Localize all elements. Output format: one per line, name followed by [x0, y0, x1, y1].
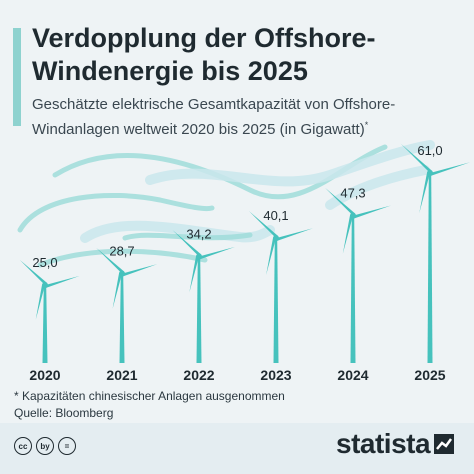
turbine-hub: [427, 170, 433, 176]
x-tick-label: 2021: [106, 367, 137, 383]
turbine-blade: [342, 214, 353, 254]
subtitle-footnote-mark: *: [364, 120, 369, 130]
turbine-blade: [35, 284, 45, 320]
turbine-hub: [119, 270, 125, 277]
value-label: 25,0: [32, 255, 57, 270]
turbine-blade: [122, 264, 158, 277]
wind-line: [122, 232, 253, 241]
page-subtitle: Geschätzte elektrische Gesamtkapazität v…: [32, 95, 467, 140]
wind-lines-decoration: [17, 140, 435, 268]
turbine-tower: [119, 273, 125, 363]
statista-logo-icon: [434, 434, 455, 454]
value-label: 34,2: [186, 226, 211, 241]
footnote: * Kapazitäten chinesischer Anlagen ausge…: [14, 389, 285, 403]
source-note: Quelle: Bloomberg: [14, 406, 114, 420]
turbine-hub: [42, 282, 48, 289]
bar-2021: 28,7 2021: [96, 244, 158, 383]
turbine-tower: [350, 215, 356, 363]
x-tick-label: 2024: [337, 367, 368, 383]
bar-2023: 40,1 2023: [248, 208, 313, 383]
turbine-tower: [42, 285, 48, 363]
x-tick-label: 2023: [260, 367, 291, 383]
turbine-tower: [427, 173, 433, 363]
value-label: 28,7: [109, 244, 134, 259]
page-title: Verdopplung der Offshore-Windenergie bis…: [32, 23, 376, 86]
cc-icon[interactable]: cc: [14, 437, 32, 455]
chart: 25,0 2020 28,7 2021 34,2 2022 40,1 2023 47,3 2024…: [17, 140, 471, 383]
turbine-blade: [199, 246, 236, 260]
turbine-tower: [273, 238, 279, 363]
value-label: 40,1: [263, 208, 288, 223]
wind-line: [145, 140, 435, 187]
bar-2020: 25,0 2020: [19, 255, 80, 383]
turbine-blade: [189, 255, 199, 293]
turbine-blade: [96, 247, 125, 274]
turbine-blade: [353, 205, 392, 219]
wind-line: [37, 248, 208, 268]
turbine-blade: [419, 172, 430, 214]
turbine-blade: [400, 143, 433, 173]
wind-line: [80, 220, 275, 243]
turbine-blade: [45, 275, 80, 289]
turbine-hub: [350, 212, 356, 219]
bar-2022: 34,2 2022: [172, 226, 236, 383]
turbine-blade: [325, 187, 356, 216]
turbine-hub: [196, 253, 202, 260]
x-tick-label: 2025: [414, 367, 445, 383]
turbine-blade: [248, 211, 279, 239]
turbine-hub: [273, 235, 279, 242]
turbine-blade: [266, 237, 276, 276]
title-accent-bar: [13, 28, 21, 126]
subtitle-text: Geschätzte elektrische Gesamtkapazität v…: [32, 96, 396, 138]
license-icons: cc by =: [14, 437, 76, 455]
turbine-blade: [112, 272, 122, 309]
wind-line: [325, 165, 430, 210]
no-derivatives-icon[interactable]: =: [58, 437, 76, 455]
x-tick-label: 2022: [183, 367, 214, 383]
brand-name: statista: [336, 428, 431, 459]
turbine-tower: [196, 256, 202, 363]
attribution-icon[interactable]: by: [36, 437, 54, 455]
statista-logo[interactable]: statista: [336, 428, 455, 460]
footer-bar: [0, 423, 474, 474]
value-label: 61,0: [417, 143, 442, 158]
chart-marks: 25,0 2020 28,7 2021 34,2 2022 40,1 2023 47,3 2024…: [19, 143, 471, 383]
turbine-blade: [430, 162, 471, 176]
bar-2025: 61,0 2025: [400, 143, 471, 383]
value-label: 47,3: [340, 186, 365, 201]
turbine-blade: [276, 228, 313, 241]
bar-2024: 47,3 2024: [325, 186, 392, 383]
turbine-blade: [172, 230, 202, 257]
turbine-blade: [19, 259, 48, 286]
wind-line: [17, 192, 215, 233]
x-tick-label: 2020: [29, 367, 60, 383]
